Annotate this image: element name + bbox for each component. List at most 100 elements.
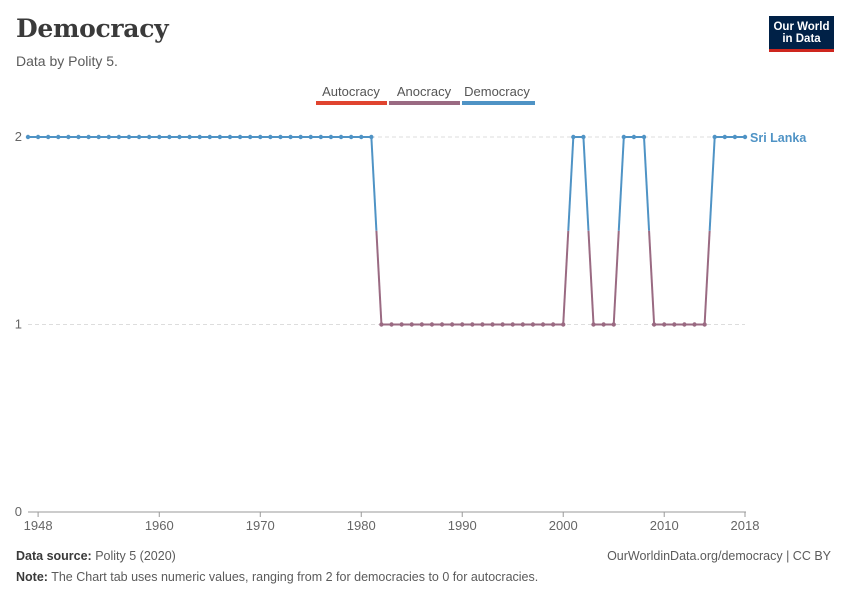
data-point[interactable] — [419, 322, 425, 327]
data-point[interactable] — [702, 322, 707, 327]
x-tick-label: 1990 — [448, 518, 477, 533]
legend-anocracy-swatch — [389, 101, 460, 105]
data-point[interactable] — [490, 322, 495, 327]
footer-note: Note: The Chart tab uses numeric values,… — [16, 570, 538, 584]
data-point[interactable] — [571, 134, 576, 140]
legend-autocracy-label: Autocracy — [322, 84, 380, 99]
legend-democracy-label: Democracy — [464, 84, 530, 99]
data-point[interactable] — [197, 134, 202, 140]
data-point[interactable] — [621, 134, 627, 140]
data-point[interactable] — [348, 134, 354, 140]
data-point[interactable] — [409, 322, 414, 327]
data-point[interactable] — [268, 134, 273, 140]
data-point[interactable] — [177, 134, 182, 140]
data-source-value[interactable]: Polity 5 (2020) — [95, 549, 176, 563]
data-point[interactable] — [146, 134, 152, 140]
data-point[interactable] — [449, 322, 455, 327]
owid-logo[interactable]: Our World in Data — [769, 16, 834, 52]
data-point[interactable] — [217, 134, 223, 140]
data-point[interactable] — [439, 322, 445, 327]
data-point[interactable] — [550, 322, 556, 327]
data-point[interactable] — [126, 134, 132, 140]
x-tick-label: 1980 — [347, 518, 376, 533]
data-point[interactable] — [359, 134, 364, 140]
data-point[interactable] — [641, 134, 647, 140]
data-point[interactable] — [258, 134, 263, 140]
x-tick-label: 2018 — [731, 518, 760, 533]
x-tick-label: 2000 — [549, 518, 578, 533]
x-tick-label: 1948 — [24, 518, 53, 533]
footer-url[interactable]: OurWorldinData.org/democracy | CC BY — [607, 549, 831, 563]
data-source: Data source: Polity 5 (2020) — [16, 549, 176, 563]
data-point[interactable] — [237, 134, 243, 140]
series-label-sri-lanka[interactable]: Sri Lanka — [750, 131, 807, 145]
data-point[interactable] — [136, 134, 142, 140]
data-point[interactable] — [561, 322, 566, 327]
data-point[interactable] — [379, 322, 384, 327]
data-point[interactable] — [510, 322, 515, 327]
data-point[interactable] — [399, 322, 404, 327]
data-point[interactable] — [35, 134, 41, 140]
logo-line-1: Our World — [773, 21, 830, 33]
legend-autocracy[interactable]: Autocracy — [316, 84, 387, 105]
data-point[interactable] — [308, 134, 313, 140]
series-points — [25, 134, 748, 327]
data-point[interactable] — [601, 322, 606, 327]
data-point[interactable] — [480, 322, 485, 327]
data-point[interactable] — [611, 322, 616, 327]
data-point[interactable] — [429, 322, 435, 327]
data-point[interactable] — [520, 322, 526, 327]
data-point[interactable] — [167, 134, 172, 140]
data-point[interactable] — [157, 134, 162, 140]
data-point[interactable] — [318, 134, 324, 140]
y-tick-label: 1 — [15, 317, 22, 332]
data-point[interactable] — [651, 322, 657, 327]
note-label: Note: — [16, 570, 48, 584]
data-point[interactable] — [732, 134, 738, 140]
line-segment — [567, 136, 575, 231]
data-point[interactable] — [227, 134, 233, 140]
line-segment — [587, 230, 595, 325]
data-point[interactable] — [76, 134, 81, 140]
data-point[interactable] — [581, 134, 586, 140]
legend-democracy[interactable]: Democracy — [462, 84, 535, 105]
data-point[interactable] — [712, 134, 717, 140]
data-point[interactable] — [45, 134, 51, 140]
data-point[interactable] — [25, 134, 31, 140]
data-point[interactable] — [116, 134, 122, 140]
data-point[interactable] — [66, 134, 71, 140]
data-point[interactable] — [530, 322, 536, 327]
legend-anocracy-label: Anocracy — [397, 84, 452, 99]
data-point[interactable] — [56, 134, 61, 140]
data-point[interactable] — [338, 134, 344, 140]
data-point[interactable] — [298, 134, 303, 140]
data-point[interactable] — [692, 322, 697, 327]
chart-title: Democracy — [16, 14, 169, 43]
data-point[interactable] — [662, 322, 667, 327]
data-point[interactable] — [288, 134, 293, 140]
data-point[interactable] — [742, 134, 748, 140]
data-point[interactable] — [460, 322, 465, 327]
data-point[interactable] — [682, 322, 687, 327]
data-point[interactable] — [540, 322, 546, 327]
data-point[interactable] — [369, 134, 374, 140]
data-point[interactable] — [207, 134, 212, 140]
data-point[interactable] — [500, 322, 505, 327]
data-point[interactable] — [672, 322, 677, 327]
line-segment — [617, 136, 625, 231]
data-point[interactable] — [328, 134, 334, 140]
data-point[interactable] — [96, 134, 101, 140]
data-point[interactable] — [278, 134, 283, 140]
y-tick-label: 0 — [15, 504, 22, 519]
line-segment — [612, 230, 620, 325]
data-point[interactable] — [470, 322, 475, 327]
data-point[interactable] — [247, 134, 253, 140]
data-point[interactable] — [389, 322, 394, 327]
data-point[interactable] — [722, 134, 728, 140]
legend-anocracy[interactable]: Anocracy — [389, 84, 460, 105]
data-point[interactable] — [86, 134, 91, 140]
data-point[interactable] — [631, 134, 637, 140]
data-point[interactable] — [591, 322, 596, 327]
data-point[interactable] — [106, 134, 111, 140]
data-point[interactable] — [187, 134, 192, 140]
